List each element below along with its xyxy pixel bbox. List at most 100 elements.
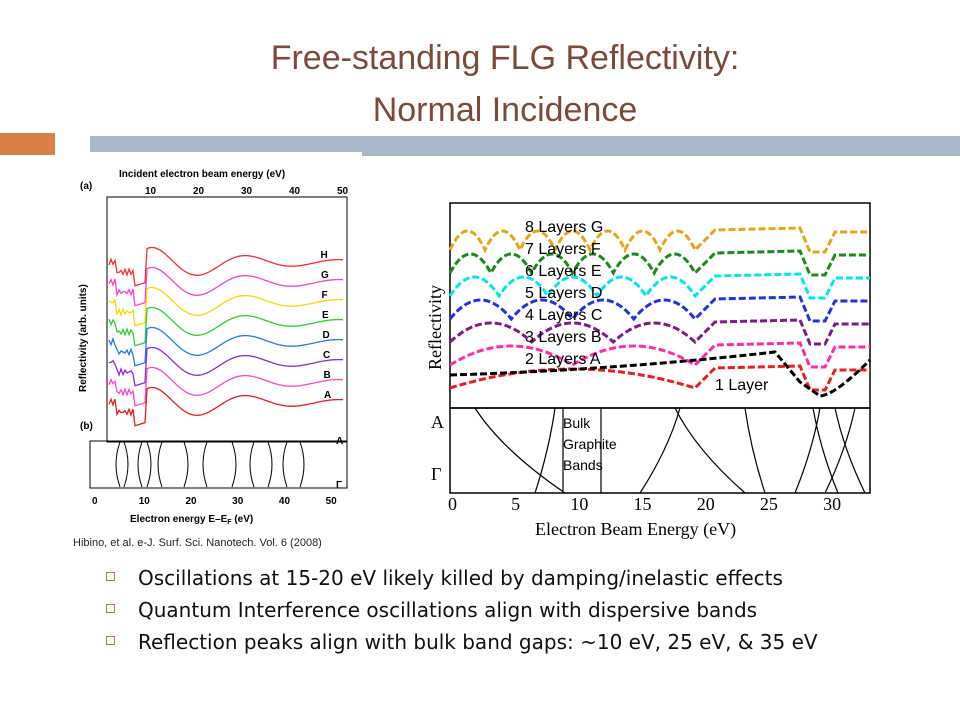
panel-b-label: (b) xyxy=(80,421,93,432)
x-tick-label: 20 xyxy=(697,494,715,514)
band-label-A: A xyxy=(336,436,343,447)
bullet-list: Oscillations at 15-20 eV likely killed b… xyxy=(106,562,818,658)
bullet-item: Reflection peaks align with bulk band ga… xyxy=(106,626,818,658)
band-line xyxy=(299,441,305,488)
band-line xyxy=(231,441,237,488)
bottom-tick-label: 20 xyxy=(185,496,197,507)
series-label: D xyxy=(323,330,330,341)
series-line xyxy=(449,350,872,398)
top-tick-label: 10 xyxy=(145,186,157,197)
accent-bar-blue xyxy=(90,136,960,156)
series-label: 8 Layers G xyxy=(525,219,603,236)
series-line xyxy=(108,286,344,327)
band-lines-b xyxy=(115,441,305,488)
square-bullet-icon xyxy=(106,636,115,645)
series-label: H xyxy=(321,250,328,261)
reflectivity-y-label: Reflectivity xyxy=(425,285,445,370)
left-figure: (a) Incident electron beam energy (eV) 1… xyxy=(72,152,362,530)
series-label: B xyxy=(324,370,331,381)
band-line xyxy=(267,441,273,488)
series-label: 7 Layers F xyxy=(525,241,601,258)
band-line xyxy=(157,441,163,488)
series-line xyxy=(448,295,870,323)
band-line xyxy=(812,407,839,494)
band-text-bulk: Bulk xyxy=(563,415,591,431)
series-label: 6 Layers E xyxy=(525,263,601,280)
curves-a xyxy=(108,246,344,427)
x-tick-label: 5 xyxy=(511,494,520,514)
x-tick-label: 30 xyxy=(823,494,841,514)
top-tick-label: 50 xyxy=(337,186,349,197)
band-line xyxy=(639,407,681,494)
x-tick-label: 0 xyxy=(448,494,457,514)
x-tick-label: 25 xyxy=(760,494,778,514)
band-line xyxy=(282,441,288,488)
band-line xyxy=(183,441,189,488)
top-axis-label: Incident electron beam energy (eV) xyxy=(119,169,285,180)
square-bullet-icon xyxy=(106,604,115,613)
band-line xyxy=(137,441,143,488)
series-line xyxy=(108,306,344,347)
band-line xyxy=(794,407,821,494)
band-line xyxy=(824,407,856,494)
slide-title: Free-standing FLG Reflectivity: Normal I… xyxy=(0,32,960,136)
y-axis-label: Reflectivity (arb. units) xyxy=(78,284,89,392)
bottom-axis-ticks: 0 10 20 30 40 50 xyxy=(92,496,337,507)
band-line xyxy=(534,407,556,494)
band-line xyxy=(146,441,152,488)
band-line xyxy=(123,441,129,488)
bullet-item: Quantum Interference oscillations align … xyxy=(106,594,818,626)
bulk-band-lines xyxy=(474,407,866,494)
band-line xyxy=(474,407,566,494)
bottom-tick-label: 0 xyxy=(92,496,98,507)
series-line xyxy=(108,326,344,367)
citation: Hibino, et al. e-J. Surf. Sci. Nanotech.… xyxy=(73,537,322,549)
series-label: G xyxy=(321,270,329,281)
series-line xyxy=(108,246,344,287)
left-chart-svg: (a) Incident electron beam energy (eV) 1… xyxy=(78,169,349,526)
right-chart-svg: Reflectivity 8 Layers G 7 Layers F 6 Layer… xyxy=(425,202,872,540)
series-label: 2 Layers A xyxy=(525,351,601,368)
title-line-2: Normal Incidence xyxy=(372,91,638,129)
top-tick-label: 30 xyxy=(241,186,253,197)
series-line xyxy=(108,346,344,387)
band-line xyxy=(834,407,866,494)
series-label: 3 Layers B xyxy=(525,329,601,346)
accent-bar-orange xyxy=(0,133,55,155)
plot-frame-a xyxy=(106,196,348,443)
series-line xyxy=(449,364,870,392)
series-line xyxy=(448,272,870,300)
reflectivity-x-label: Electron Beam Energy (eV) xyxy=(535,519,736,540)
bands-frame xyxy=(449,407,871,494)
x-tick-label: 10 xyxy=(570,494,588,514)
bottom-tick-label: 50 xyxy=(326,496,338,507)
bullet-item: Oscillations at 15-20 eV likely killed b… xyxy=(106,562,818,594)
series-line xyxy=(448,318,870,346)
band-line xyxy=(202,441,208,488)
band-line xyxy=(744,407,766,494)
title-line-1: Free-standing FLG Reflectivity: xyxy=(270,39,740,77)
band-label-gamma: Γ xyxy=(336,480,342,491)
x-tick-label: 15 xyxy=(634,494,652,514)
bottom-axis-label: Electron energy E–EF (eV) xyxy=(130,514,253,526)
panel-a-label: (a) xyxy=(80,181,92,192)
bottom-tick-label: 30 xyxy=(232,496,244,507)
band-gamma-label: Γ xyxy=(431,464,441,484)
bottom-tick-label: 10 xyxy=(139,496,151,507)
square-bullet-icon xyxy=(106,572,115,581)
reflectivity-curves xyxy=(448,226,872,398)
series-label: C xyxy=(323,350,330,361)
plot-frame-b xyxy=(89,440,348,489)
bottom-tick-label: 40 xyxy=(279,496,291,507)
band-text-bands: Bands xyxy=(563,457,603,473)
band-line xyxy=(674,407,746,494)
reflectivity-series-labels: 8 Layers G 7 Layers F 6 Layers E 5 Layers D… xyxy=(525,219,769,394)
series-label: 5 Layers D xyxy=(525,285,602,302)
series-label: 4 Layers C xyxy=(525,307,602,324)
series-label: E xyxy=(322,310,329,321)
series-line xyxy=(108,266,344,307)
series-label: F xyxy=(322,290,328,301)
series-line xyxy=(108,366,344,407)
band-A-label: A xyxy=(431,412,444,432)
top-axis-ticks: 10 20 30 40 50 xyxy=(145,186,349,197)
